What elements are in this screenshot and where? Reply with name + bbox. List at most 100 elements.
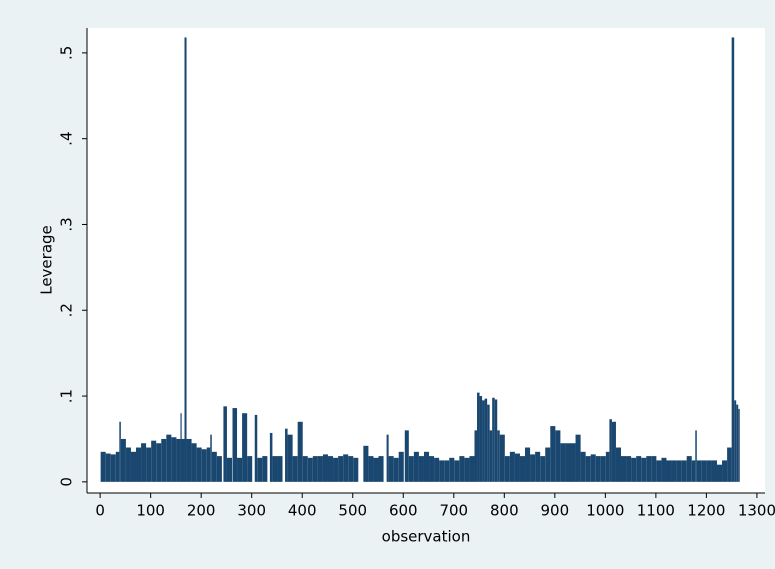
spike xyxy=(408,456,414,482)
spike xyxy=(565,443,571,482)
spike xyxy=(717,464,723,482)
spike xyxy=(105,453,111,482)
spike xyxy=(469,456,475,482)
spike xyxy=(499,434,505,482)
spike xyxy=(333,457,339,482)
spike xyxy=(676,460,682,482)
spike xyxy=(161,438,167,482)
spike xyxy=(484,398,488,482)
spike xyxy=(661,457,667,482)
spike xyxy=(348,456,354,482)
spike xyxy=(439,460,445,482)
spike xyxy=(210,434,212,482)
x-tick-label: 200 xyxy=(187,502,216,520)
spike xyxy=(540,456,546,482)
spike xyxy=(254,414,258,482)
spike xyxy=(277,456,283,482)
spike xyxy=(378,456,384,482)
spike xyxy=(180,413,182,482)
spike xyxy=(555,430,561,482)
spike xyxy=(151,440,157,482)
spike xyxy=(110,454,116,482)
spike xyxy=(272,456,278,482)
spike xyxy=(429,456,435,482)
spike xyxy=(479,396,483,482)
spike xyxy=(297,421,303,482)
spike xyxy=(464,457,470,482)
spike xyxy=(701,460,707,482)
spike xyxy=(327,456,334,482)
spike xyxy=(497,430,500,482)
spike xyxy=(711,460,718,482)
spike xyxy=(388,456,394,482)
spike xyxy=(519,456,526,482)
spike xyxy=(696,460,702,482)
spike xyxy=(626,456,632,482)
spike xyxy=(487,404,490,482)
spike xyxy=(449,457,455,482)
spike xyxy=(206,447,211,482)
spike xyxy=(494,399,498,482)
spike xyxy=(722,460,728,482)
x-tick-label: 100 xyxy=(136,502,165,520)
spike xyxy=(302,456,308,482)
y-tick-label: .3 xyxy=(58,217,76,231)
spike xyxy=(686,456,692,482)
spike xyxy=(373,457,379,482)
spike xyxy=(580,451,586,482)
spike xyxy=(605,451,610,482)
spike xyxy=(269,432,273,482)
spike xyxy=(575,434,581,482)
spike xyxy=(146,447,152,482)
spike xyxy=(585,456,591,482)
spike xyxy=(312,456,318,482)
spike xyxy=(611,421,616,482)
spike xyxy=(196,447,202,482)
spike xyxy=(560,443,566,482)
spike xyxy=(201,449,207,482)
x-tick-label: 800 xyxy=(490,502,519,520)
spike xyxy=(492,397,495,482)
y-tick-label: 0 xyxy=(58,477,76,487)
spike xyxy=(646,456,652,482)
spike xyxy=(418,456,424,482)
spike xyxy=(691,460,696,482)
spike xyxy=(641,457,647,482)
spike xyxy=(181,438,185,482)
spike xyxy=(404,430,409,482)
spike xyxy=(211,451,217,482)
spike xyxy=(413,451,419,482)
spike xyxy=(237,457,243,482)
spike xyxy=(550,426,556,482)
spike xyxy=(482,400,485,482)
y-tick-label: .2 xyxy=(58,303,76,317)
spike xyxy=(242,413,248,482)
spike xyxy=(191,443,197,482)
x-tick-label: 0 xyxy=(95,502,105,520)
spike xyxy=(434,457,440,482)
spike xyxy=(509,451,515,482)
x-tick-label: 300 xyxy=(237,502,266,520)
spike xyxy=(338,456,344,482)
spike xyxy=(307,457,313,482)
spike xyxy=(727,447,732,482)
spike xyxy=(525,447,531,482)
spike xyxy=(590,454,596,482)
spike xyxy=(226,457,232,482)
spike xyxy=(292,456,298,482)
spike xyxy=(595,456,601,482)
spike xyxy=(232,408,238,482)
spike xyxy=(459,456,465,482)
spike xyxy=(609,419,612,482)
spike xyxy=(287,434,293,482)
spike xyxy=(386,434,389,482)
x-tick-label: 1000 xyxy=(586,502,624,520)
spike xyxy=(474,430,478,482)
spike xyxy=(141,443,147,482)
spike xyxy=(666,460,672,482)
spike xyxy=(100,451,106,482)
spike xyxy=(322,454,328,482)
plot-area xyxy=(87,28,765,493)
x-tick-label: 1100 xyxy=(637,502,675,520)
spike xyxy=(489,430,493,482)
